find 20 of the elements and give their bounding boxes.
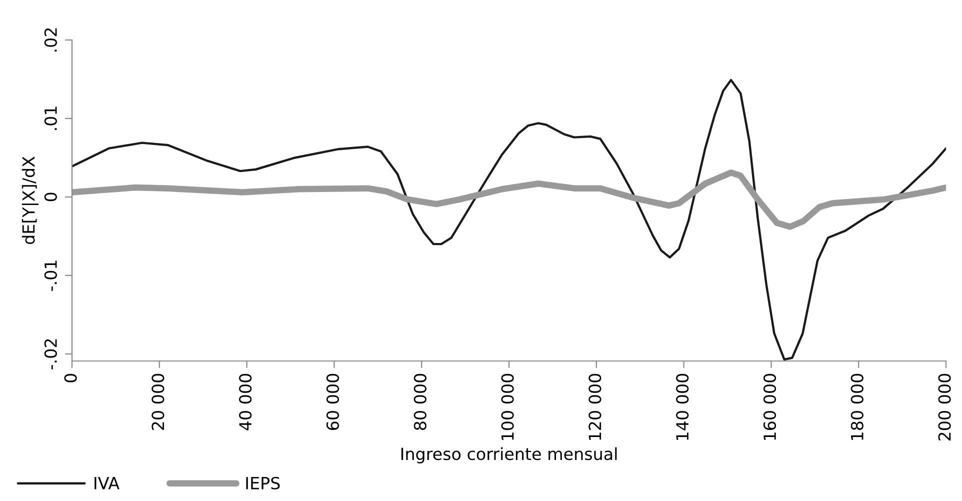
x-tick-label: 160 000 — [763, 374, 776, 440]
x-tick-label: 20 000 — [152, 374, 164, 430]
y-tick-label: .02 — [44, 28, 57, 52]
legend-label: IVA — [94, 477, 120, 490]
x-tick-label: 120 000 — [588, 374, 602, 440]
y-tick-label: .01 — [44, 106, 57, 130]
y-axis-title: dE[Y|X]/dX — [22, 156, 39, 244]
x-tick-label: 40 000 — [239, 374, 252, 430]
x-tick-label: 140 000 — [676, 374, 689, 440]
x-tick-label: 200 000 — [938, 374, 951, 441]
y-tick-label: -.01 — [44, 260, 57, 291]
x-tick-label: 0 — [64, 374, 77, 382]
x-tick-label: 180 000 — [850, 374, 864, 440]
x-tick-label: 80 000 — [414, 374, 426, 430]
legend-label: IEPS — [246, 476, 280, 490]
x-tick-label: 60 000 — [326, 374, 340, 430]
y-tick-label: 0 — [44, 192, 57, 202]
y-tick-label: -.02 — [44, 339, 57, 370]
x-axis-title: Ingreso corriente mensual — [401, 447, 617, 464]
x-tick-label: 100 000 — [501, 374, 514, 440]
